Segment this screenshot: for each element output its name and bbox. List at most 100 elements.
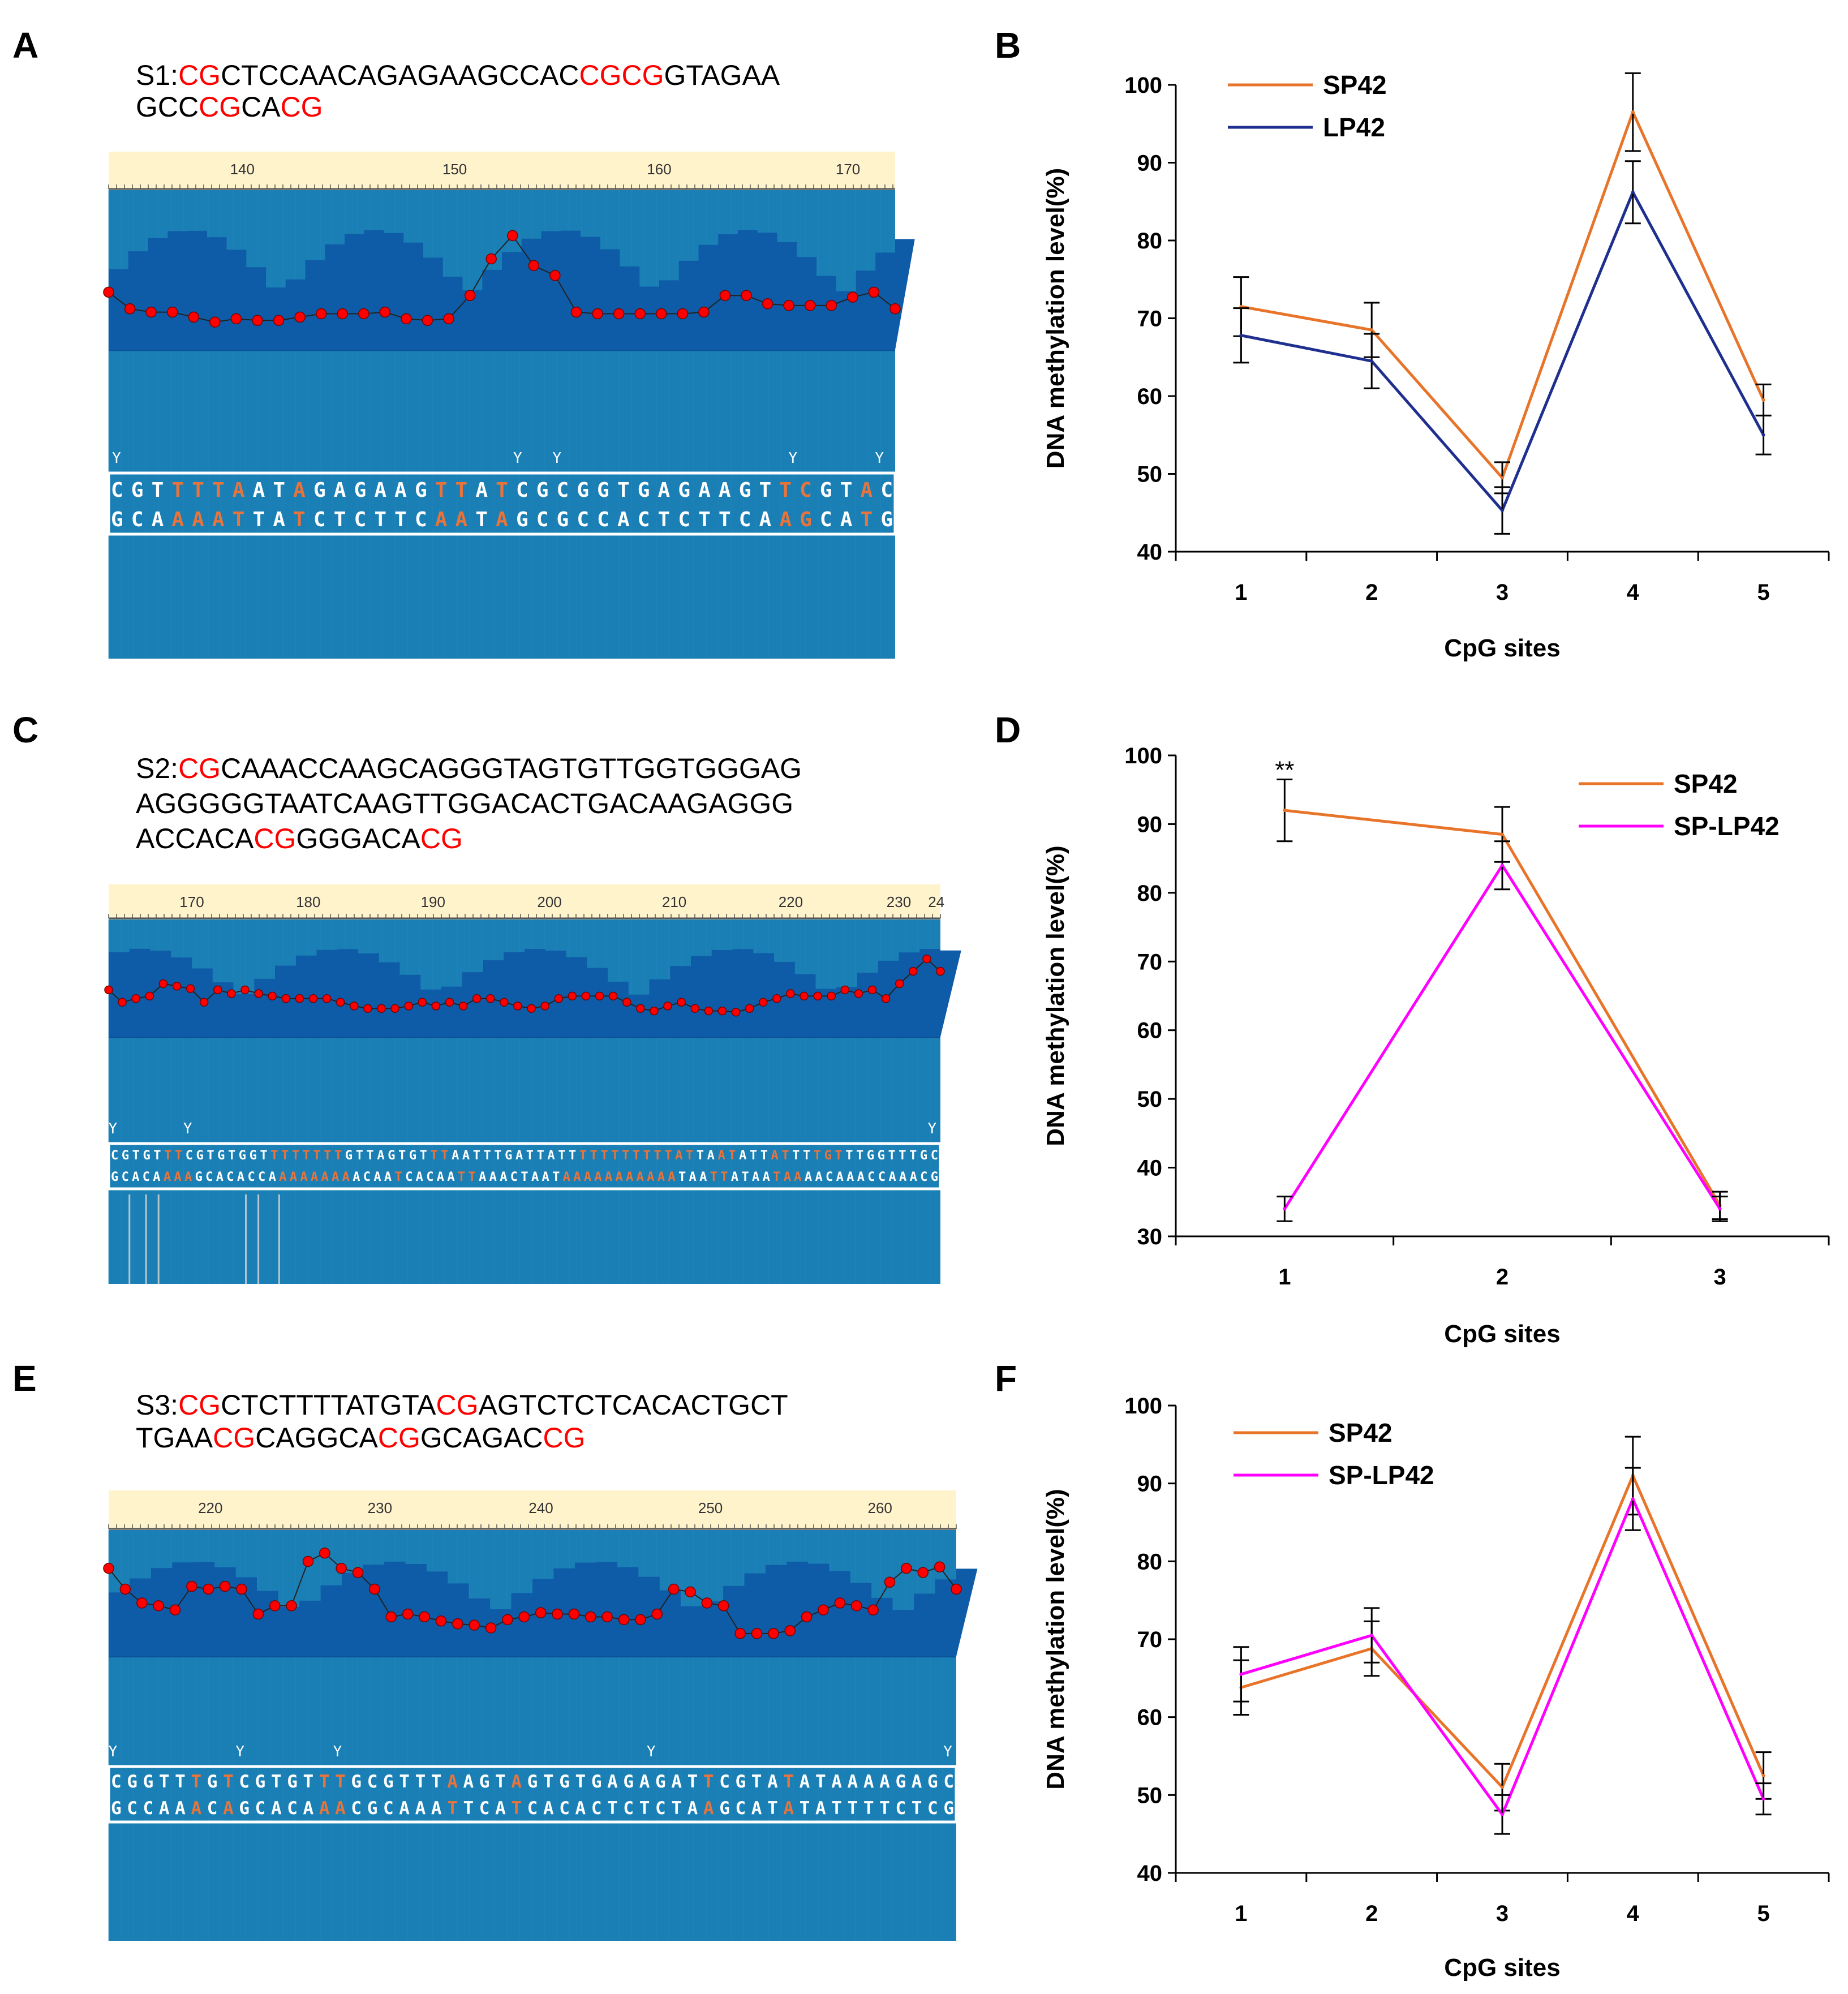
trace-point [209,316,221,328]
trace-point [203,1583,214,1595]
trace-point [103,286,114,298]
y-tick-label: 40 [1137,1861,1163,1886]
trace-point [153,1600,164,1611]
ruler-label: 230 [887,893,911,910]
trace-point [677,308,689,320]
trace-point [827,991,836,1001]
trace-point [295,994,304,1003]
x-tick-label: 1 [1278,1265,1291,1290]
ruler-label: 230 [368,1499,392,1516]
sequence-line: TGAACGCAGGCACGGCAGACCG [136,1422,586,1454]
y-tick-label: 80 [1137,1549,1163,1574]
trace-point [668,1583,680,1595]
series-lp42 [1233,160,1772,535]
ruler-label: 260 [867,1499,892,1516]
sequence-text: CTCCAACAGAGAAGCCAC [221,59,579,91]
sequence-header-s2: S2:CGCAAACCAAGCAGGGTAGTGTTGGTGGGAGAGGGGG… [136,753,802,854]
trace-point [601,1611,613,1623]
sequence-text: AGTCTCTCACACTGCT [479,1389,788,1421]
x-tick-label: 4 [1627,580,1640,605]
data-point [1283,1207,1287,1211]
trace-point [801,1611,813,1623]
trace-point [458,1002,468,1011]
sequence-text: S3: [136,1389,178,1421]
y-marker: Y [647,1743,656,1760]
sequence-text: GCAGAC [420,1422,543,1454]
trace-point [103,1562,114,1574]
trace-point [513,1002,522,1011]
trace-point [268,991,277,1001]
sequencing-trace-panel-a: 140 150 160 170 Y Y Y Y Y C G T T T T A A T A G A G A A G T T A T C G C… [103,152,915,659]
legend-label: SP42 [1329,1418,1393,1447]
ruler-label: 220 [198,1499,222,1516]
y-tick-label: 60 [1137,384,1163,409]
trace-point [734,1628,746,1639]
sequence-line: GCCCGCACG [136,91,323,123]
ruler-label: 24 [928,893,944,910]
y-tick-label: 60 [1137,1019,1163,1043]
data-point [1631,1497,1635,1501]
x-tick-label: 3 [1714,1265,1726,1290]
trace-point [934,1561,946,1573]
trace-point [549,270,561,281]
trace-point [502,1614,513,1626]
trace-point [851,1600,862,1611]
panel-label-e: E [12,1358,37,1399]
ruler-label: 170 [836,161,860,178]
cpg-site-text: CG [213,1422,255,1454]
data-point [1761,433,1765,437]
trace-point [867,985,877,995]
trace-point [319,1548,330,1559]
trace-point [500,998,509,1007]
trace-point [786,989,795,998]
cpg-site-text: CG [543,1422,586,1454]
trace-point [240,985,250,995]
sequence-text: GTAGAA [664,59,780,91]
y-axis-title: DNA methylation level(%) [1042,168,1069,469]
series-line [1240,1472,1765,1790]
series-sp-lp42 [1277,840,1728,1222]
cpg-site-text: CG [378,1422,420,1454]
trace-point [813,991,822,1001]
data-point [1718,1207,1722,1211]
x-axis-title: CpG sites [1444,634,1560,662]
trace-point [826,300,837,311]
y-marker: Y [109,1120,118,1137]
trace-point [452,1618,463,1630]
x-tick-label: 3 [1496,580,1509,605]
x-axis-title: CpG sites [1444,1954,1560,1982]
trace-point [219,1580,231,1592]
sequence-text: CTCTTTTATGTA [221,1389,436,1421]
panel-label-a: A [12,25,38,66]
trace-point [685,1586,696,1598]
trace-line [108,1552,957,1634]
sequence-text: GCC [136,91,199,123]
y-tick-label: 100 [1124,73,1162,98]
panel-label-b: B [995,25,1021,66]
quality-band [109,948,961,1037]
x-tick-label: 1 [1235,1901,1247,1926]
trace-point [800,991,809,1001]
trace-point [188,311,200,323]
trace-point [322,994,332,1003]
trace-point [917,1567,929,1578]
trace-point [840,985,850,995]
trace-point [758,998,768,1007]
sequence-text: S2: [136,753,178,784]
trace-point [570,306,582,318]
data-point [1761,398,1765,402]
trace-point [419,1611,430,1623]
trace-point [166,306,178,318]
sequence-line: S1:CGCTCCAACAGAGAAGCCACCGCGGTAGAA [136,59,780,91]
x-tick-label: 5 [1757,1901,1769,1926]
y-tick-label: 80 [1137,229,1163,253]
trace-point [431,1002,441,1011]
trace-point [186,984,195,993]
panel-label-c: C [12,710,38,750]
trace-point [783,300,794,311]
legend-label: SP-LP42 [1674,811,1780,841]
trace-point [363,1004,372,1013]
trace-point [315,308,327,320]
trace-point [485,1622,497,1634]
